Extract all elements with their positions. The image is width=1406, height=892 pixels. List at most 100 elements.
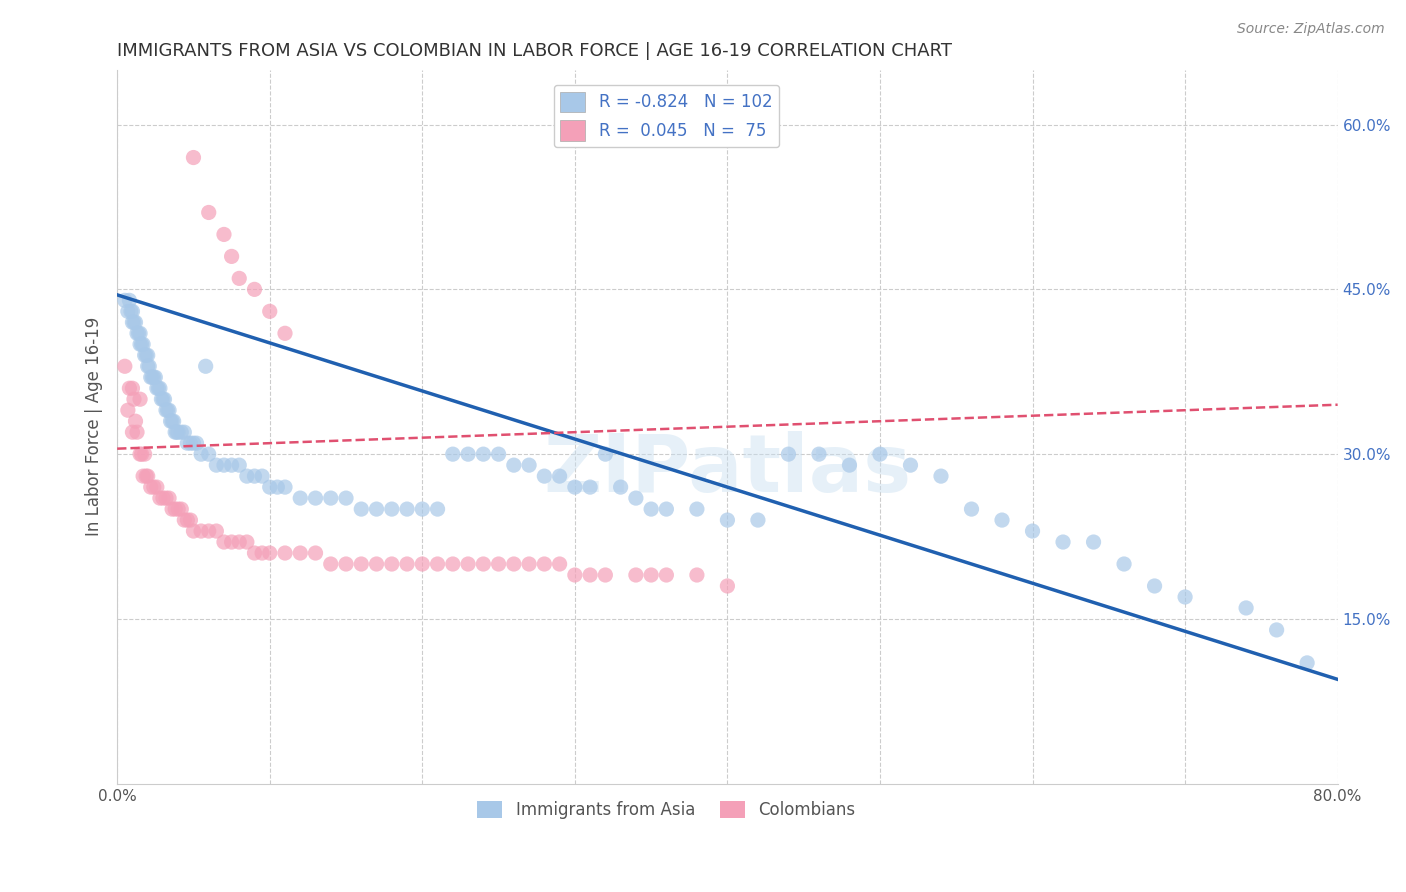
Point [146,381,169,395]
Point [655,568,678,582]
Point [747,513,769,527]
Point [266,480,288,494]
Point [243,282,266,296]
Point [1265,623,1288,637]
Point [134,447,156,461]
Point [118,293,141,308]
Point [183,151,205,165]
Point [564,480,586,494]
Point [122,392,145,407]
Point [132,337,155,351]
Point [121,315,143,329]
Point [1112,557,1135,571]
Point [686,568,709,582]
Point [131,447,153,461]
Point [197,205,219,219]
Point [991,513,1014,527]
Point [290,546,312,560]
Point [121,425,143,440]
Point [1296,656,1319,670]
Point [350,502,373,516]
Point [807,447,830,461]
Point [228,271,250,285]
Point [212,227,235,242]
Point [134,348,156,362]
Point [173,513,195,527]
Y-axis label: In Labor Force | Age 16-19: In Labor Force | Age 16-19 [86,317,103,536]
Point [366,557,388,571]
Point [139,370,162,384]
Point [221,535,243,549]
Point [179,513,201,527]
Point [1143,579,1166,593]
Point [228,535,250,549]
Point [517,458,540,472]
Point [124,414,146,428]
Point [160,502,183,516]
Point [221,249,243,263]
Point [122,315,145,329]
Point [259,480,281,494]
Point [120,304,142,318]
Point [118,381,141,395]
Point [640,502,662,516]
Point [838,458,860,472]
Legend: Immigrants from Asia, Colombians: Immigrants from Asia, Colombians [471,794,862,825]
Point [1021,524,1043,538]
Point [640,568,662,582]
Point [250,469,273,483]
Point [190,524,212,538]
Point [457,557,479,571]
Point [114,359,136,374]
Point [160,414,183,428]
Point [274,326,297,341]
Point [319,491,342,505]
Point [274,480,297,494]
Point [335,491,357,505]
Point [579,480,602,494]
Point [624,568,647,582]
Point [170,425,193,440]
Point [179,436,201,450]
Point [150,392,173,407]
Point [143,370,166,384]
Point [121,304,143,318]
Point [173,425,195,440]
Point [259,546,281,560]
Point [319,557,342,571]
Point [141,370,163,384]
Point [155,491,177,505]
Point [609,480,631,494]
Point [183,436,205,450]
Point [502,557,524,571]
Point [155,403,177,417]
Point [139,480,162,494]
Point [136,348,159,362]
Point [135,469,157,483]
Point [170,502,193,516]
Point [221,458,243,472]
Point [121,381,143,395]
Point [124,315,146,329]
Point [157,491,180,505]
Point [129,392,152,407]
Point [125,326,148,341]
Point [236,469,259,483]
Point [176,436,198,450]
Point [533,469,555,483]
Point [396,557,419,571]
Point [148,381,170,395]
Point [381,557,404,571]
Point [117,403,139,417]
Point [426,557,449,571]
Point [350,557,373,571]
Point [250,546,273,560]
Point [716,579,738,593]
Point [595,447,617,461]
Point [1234,601,1257,615]
Point [441,447,464,461]
Point [167,425,190,440]
Point [165,502,187,516]
Point [381,502,404,516]
Point [1083,535,1105,549]
